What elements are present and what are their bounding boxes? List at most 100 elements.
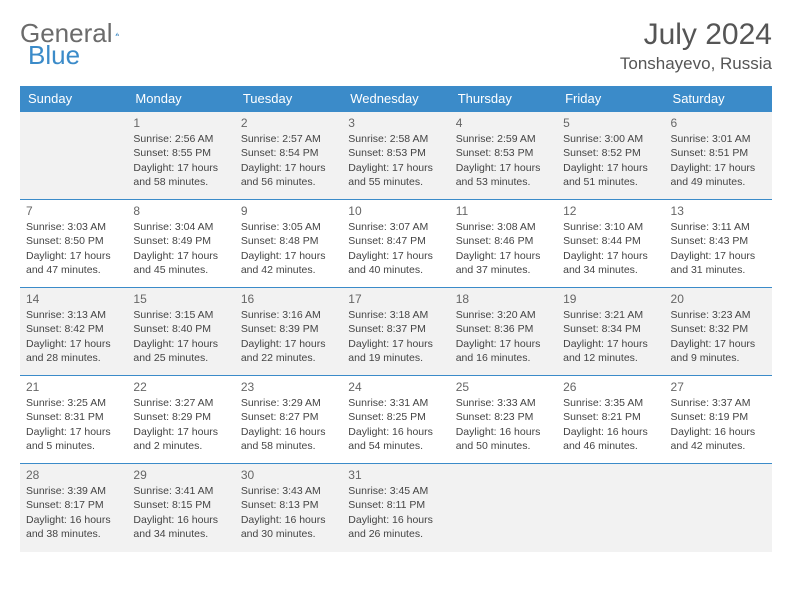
- calendar-day-cell: 28Sunrise: 3:39 AMSunset: 8:17 PMDayligh…: [20, 464, 127, 552]
- sunrise-line: Sunrise: 2:56 AM: [133, 132, 228, 146]
- calendar-day-cell: 3Sunrise: 2:58 AMSunset: 8:53 PMDaylight…: [342, 112, 449, 200]
- daylight-line: Daylight: 17 hours and 12 minutes.: [563, 337, 658, 365]
- calendar-day-cell: 24Sunrise: 3:31 AMSunset: 8:25 PMDayligh…: [342, 376, 449, 464]
- daylight-line: Daylight: 17 hours and 31 minutes.: [671, 249, 766, 277]
- day-number: 29: [133, 467, 228, 483]
- sunrise-line: Sunrise: 3:11 AM: [671, 220, 766, 234]
- day-number: 8: [133, 203, 228, 219]
- calendar-day-cell: 31Sunrise: 3:45 AMSunset: 8:11 PMDayligh…: [342, 464, 449, 552]
- daylight-line: Daylight: 17 hours and 47 minutes.: [26, 249, 121, 277]
- calendar-day-cell: 7Sunrise: 3:03 AMSunset: 8:50 PMDaylight…: [20, 200, 127, 288]
- day-number: 4: [456, 115, 551, 131]
- sunrise-line: Sunrise: 3:03 AM: [26, 220, 121, 234]
- sunrise-line: Sunrise: 3:37 AM: [671, 396, 766, 410]
- sunset-line: Sunset: 8:23 PM: [456, 410, 551, 424]
- sunrise-line: Sunrise: 3:21 AM: [563, 308, 658, 322]
- day-number: 13: [671, 203, 766, 219]
- sunrise-line: Sunrise: 3:01 AM: [671, 132, 766, 146]
- calendar-day-cell: 13Sunrise: 3:11 AMSunset: 8:43 PMDayligh…: [665, 200, 772, 288]
- day-number: 27: [671, 379, 766, 395]
- weekday-header-row: Sunday Monday Tuesday Wednesday Thursday…: [20, 86, 772, 112]
- day-number: 22: [133, 379, 228, 395]
- calendar-day-cell: 4Sunrise: 2:59 AMSunset: 8:53 PMDaylight…: [450, 112, 557, 200]
- sunset-line: Sunset: 8:15 PM: [133, 498, 228, 512]
- sunrise-line: Sunrise: 2:59 AM: [456, 132, 551, 146]
- daylight-line: Daylight: 17 hours and 28 minutes.: [26, 337, 121, 365]
- sunrise-line: Sunrise: 3:31 AM: [348, 396, 443, 410]
- sunset-line: Sunset: 8:39 PM: [241, 322, 336, 336]
- day-number: 3: [348, 115, 443, 131]
- sunset-line: Sunset: 8:40 PM: [133, 322, 228, 336]
- calendar-day-cell: [557, 464, 664, 552]
- daylight-line: Daylight: 17 hours and 19 minutes.: [348, 337, 443, 365]
- sunset-line: Sunset: 8:53 PM: [348, 146, 443, 160]
- calendar-week-row: 14Sunrise: 3:13 AMSunset: 8:42 PMDayligh…: [20, 288, 772, 376]
- sunrise-line: Sunrise: 3:39 AM: [26, 484, 121, 498]
- sunset-line: Sunset: 8:54 PM: [241, 146, 336, 160]
- daylight-line: Daylight: 17 hours and 51 minutes.: [563, 161, 658, 189]
- calendar-day-cell: 9Sunrise: 3:05 AMSunset: 8:48 PMDaylight…: [235, 200, 342, 288]
- day-number: 31: [348, 467, 443, 483]
- calendar-day-cell: 6Sunrise: 3:01 AMSunset: 8:51 PMDaylight…: [665, 112, 772, 200]
- sunset-line: Sunset: 8:46 PM: [456, 234, 551, 248]
- day-number: 15: [133, 291, 228, 307]
- day-number: 5: [563, 115, 658, 131]
- weekday-header: Sunday: [20, 86, 127, 112]
- day-number: 6: [671, 115, 766, 131]
- daylight-line: Daylight: 17 hours and 55 minutes.: [348, 161, 443, 189]
- daylight-line: Daylight: 16 hours and 34 minutes.: [133, 513, 228, 541]
- sunset-line: Sunset: 8:47 PM: [348, 234, 443, 248]
- sunrise-line: Sunrise: 3:45 AM: [348, 484, 443, 498]
- day-number: 17: [348, 291, 443, 307]
- sunrise-line: Sunrise: 3:35 AM: [563, 396, 658, 410]
- calendar-body: 1Sunrise: 2:56 AMSunset: 8:55 PMDaylight…: [20, 112, 772, 552]
- sunrise-line: Sunrise: 3:20 AM: [456, 308, 551, 322]
- sunrise-line: Sunrise: 3:13 AM: [26, 308, 121, 322]
- month-title: July 2024: [620, 18, 772, 52]
- calendar-day-cell: 23Sunrise: 3:29 AMSunset: 8:27 PMDayligh…: [235, 376, 342, 464]
- day-number: 30: [241, 467, 336, 483]
- daylight-line: Daylight: 17 hours and 25 minutes.: [133, 337, 228, 365]
- sunrise-line: Sunrise: 3:04 AM: [133, 220, 228, 234]
- daylight-line: Daylight: 17 hours and 5 minutes.: [26, 425, 121, 453]
- calendar-week-row: 21Sunrise: 3:25 AMSunset: 8:31 PMDayligh…: [20, 376, 772, 464]
- calendar-week-row: 28Sunrise: 3:39 AMSunset: 8:17 PMDayligh…: [20, 464, 772, 552]
- logo-text-blue: Blue: [28, 40, 80, 71]
- daylight-line: Daylight: 16 hours and 58 minutes.: [241, 425, 336, 453]
- daylight-line: Daylight: 16 hours and 54 minutes.: [348, 425, 443, 453]
- sunset-line: Sunset: 8:17 PM: [26, 498, 121, 512]
- logo-sail-icon: [115, 23, 120, 45]
- daylight-line: Daylight: 17 hours and 49 minutes.: [671, 161, 766, 189]
- calendar-day-cell: 21Sunrise: 3:25 AMSunset: 8:31 PMDayligh…: [20, 376, 127, 464]
- sunrise-line: Sunrise: 3:00 AM: [563, 132, 658, 146]
- weekday-header: Monday: [127, 86, 234, 112]
- daylight-line: Daylight: 17 hours and 58 minutes.: [133, 161, 228, 189]
- sunset-line: Sunset: 8:52 PM: [563, 146, 658, 160]
- daylight-line: Daylight: 17 hours and 9 minutes.: [671, 337, 766, 365]
- sunrise-line: Sunrise: 3:33 AM: [456, 396, 551, 410]
- day-number: 7: [26, 203, 121, 219]
- daylight-line: Daylight: 16 hours and 26 minutes.: [348, 513, 443, 541]
- calendar-day-cell: 2Sunrise: 2:57 AMSunset: 8:54 PMDaylight…: [235, 112, 342, 200]
- sunset-line: Sunset: 8:19 PM: [671, 410, 766, 424]
- calendar-day-cell: 10Sunrise: 3:07 AMSunset: 8:47 PMDayligh…: [342, 200, 449, 288]
- day-number: 11: [456, 203, 551, 219]
- daylight-line: Daylight: 17 hours and 2 minutes.: [133, 425, 228, 453]
- sunset-line: Sunset: 8:34 PM: [563, 322, 658, 336]
- daylight-line: Daylight: 16 hours and 42 minutes.: [671, 425, 766, 453]
- day-number: 24: [348, 379, 443, 395]
- calendar-day-cell: 17Sunrise: 3:18 AMSunset: 8:37 PMDayligh…: [342, 288, 449, 376]
- sunrise-line: Sunrise: 3:07 AM: [348, 220, 443, 234]
- day-number: 14: [26, 291, 121, 307]
- day-number: 12: [563, 203, 658, 219]
- weekday-header: Wednesday: [342, 86, 449, 112]
- sunset-line: Sunset: 8:49 PM: [133, 234, 228, 248]
- sunrise-line: Sunrise: 3:05 AM: [241, 220, 336, 234]
- day-number: 21: [26, 379, 121, 395]
- calendar-day-cell: 30Sunrise: 3:43 AMSunset: 8:13 PMDayligh…: [235, 464, 342, 552]
- day-number: 20: [671, 291, 766, 307]
- day-number: 2: [241, 115, 336, 131]
- calendar-day-cell: 1Sunrise: 2:56 AMSunset: 8:55 PMDaylight…: [127, 112, 234, 200]
- sunset-line: Sunset: 8:21 PM: [563, 410, 658, 424]
- daylight-line: Daylight: 17 hours and 16 minutes.: [456, 337, 551, 365]
